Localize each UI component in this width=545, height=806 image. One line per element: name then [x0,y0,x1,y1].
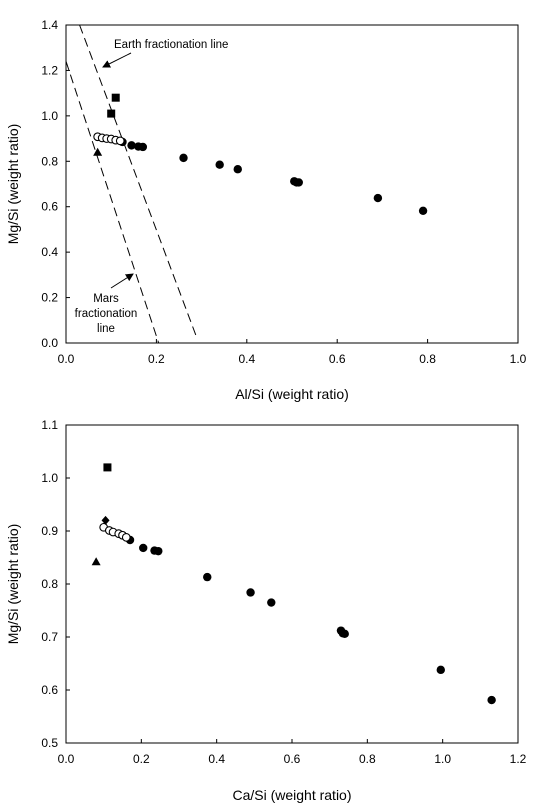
y-axis-label: Mg/Si (weight ratio) [5,524,21,645]
mars-annotation-arrow [110,273,134,289]
x-tick-label: 0.2 [133,752,150,766]
x-tick-label: 0.2 [148,352,165,366]
data-point-filled-circle [139,543,148,553]
x-axis-label: Al/Si (weight ratio) [235,386,349,402]
y-tick-label: 0.6 [41,683,58,697]
y-tick-label: 1.0 [41,109,58,123]
y-tick-label: 1.4 [41,18,58,32]
data-points [91,463,496,705]
tick-marks [65,424,519,744]
fractionation-lines [65,24,198,344]
y-tick-label: 0.5 [41,736,58,750]
x-tick-labels: 0.0 0.2 0.4 0.6 0.8 1.0 1.2 [58,752,527,766]
data-point-filled-circle [294,178,303,187]
x-tick-label: 0.6 [329,352,346,366]
data-point-open-circle [121,533,131,542]
data-point-square [111,93,120,102]
data-point-filled-circle [154,546,163,556]
earth-fractionation-line [79,24,198,339]
data-point-triangle [91,557,101,566]
chart-al-si: 0.0 0.2 0.4 0.6 0.8 1.0 0.0 0.2 0.4 0.6 0.8 1.0 1.2… [5,18,527,402]
data-point-triangle [93,147,103,156]
tick-marks [65,24,519,344]
data-point-filled-circle [215,160,224,169]
mars-line-annotation-3: line [97,323,115,335]
x-tick-label: 1.2 [510,752,527,766]
x-tick-label: 0.4 [208,752,225,766]
x-axis-label: Ca/Si (weight ratio) [232,787,351,803]
x-tick-label: 0.8 [359,752,376,766]
y-tick-label: 0.7 [41,630,58,644]
data-point-filled-circle [340,629,349,639]
data-point-filled-circle [138,142,148,152]
data-point-filled-circle [487,695,496,705]
y-tick-label: 0.0 [41,336,58,350]
data-points [93,93,428,216]
earth-line-annotation: Earth fractionation line [114,39,228,51]
x-tick-label: 0.0 [58,752,75,766]
y-tick-label: 0.9 [41,524,58,538]
mars-line-annotation-2: fractionation [75,308,138,320]
y-tick-label: 0.8 [41,154,58,168]
x-tick-label: 1.0 [510,352,527,366]
y-tick-label: 0.8 [41,577,58,591]
data-point-diamond [101,515,110,525]
x-tick-labels: 0.0 0.2 0.4 0.6 0.8 1.0 [58,352,527,366]
data-point-filled-circle [267,598,276,607]
mars-line-annotation-1: Mars [93,293,119,305]
y-tick-label: 0.6 [41,200,58,214]
earth-annotation-arrow [102,52,132,68]
mars-fractionation-line [65,61,160,344]
x-tick-label: 0.8 [419,352,436,366]
data-point-filled-circle [127,141,136,150]
y-tick-labels: 0.0 0.2 0.4 0.6 0.8 1.0 1.2 1.4 [41,18,58,350]
data-point-square [103,463,112,472]
y-tick-label: 1.2 [41,63,58,77]
data-point-filled-circle [246,588,255,597]
data-point-square [107,109,116,118]
plot-frame [65,424,519,744]
data-point-open-circle [115,136,125,146]
x-tick-label: 0.0 [58,352,75,366]
x-tick-label: 0.6 [284,752,301,766]
x-tick-label: 1.0 [434,752,451,766]
plot-frame [65,24,519,344]
y-tick-label: 0.4 [41,245,58,259]
y-axis-label: Mg/Si (weight ratio) [5,124,21,245]
x-tick-label: 0.4 [238,352,255,366]
data-point-filled-circle [418,206,428,216]
data-point-filled-circle [233,165,242,174]
y-tick-labels: 0.5 0.6 0.7 0.8 0.9 1.0 1.1 [41,418,58,750]
y-tick-label: 1.1 [41,418,58,432]
data-point-filled-circle [436,665,445,675]
data-point-filled-circle [179,153,188,163]
y-tick-label: 1.0 [41,471,58,485]
data-point-filled-circle [373,193,383,203]
y-tick-label: 0.2 [41,291,58,305]
chart-ca-si: 0.0 0.2 0.4 0.6 0.8 1.0 1.2 0.5 0.6 0.7 0.8 0.9 1.0… [5,418,527,803]
data-point-filled-circle [203,572,212,582]
